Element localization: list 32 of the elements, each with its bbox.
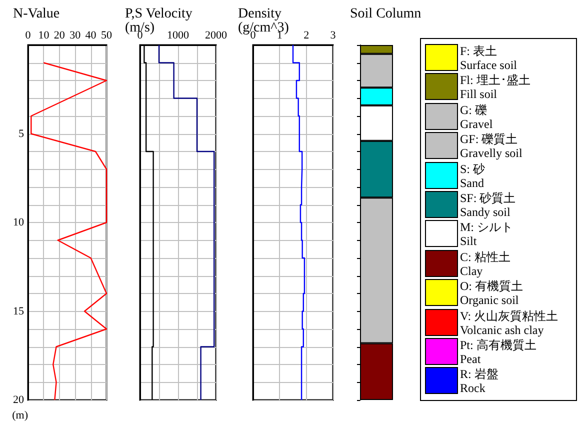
text: O: 有機質土 Organic soil: [459, 279, 523, 308]
x-tick-label: 3: [330, 30, 336, 42]
x-tick-label: 1000: [167, 30, 190, 42]
x-tick-label: 50: [101, 30, 112, 42]
text: SF: 砂質土 Sandy soil: [459, 190, 516, 219]
text: R: 岩盤 Rock: [459, 367, 498, 396]
text: GF: 礫質土 Gravelly soil: [459, 132, 522, 160]
x-tick-label: 2000: [205, 30, 228, 42]
x-tick-label: 40: [85, 30, 97, 42]
text: G: 礫 Gravel: [459, 102, 493, 131]
x-tick-label: 0: [25, 30, 32, 42]
text: C: 粘性土 Clay: [459, 250, 510, 278]
y-tick-label: 15: [13, 305, 24, 318]
text: S: 砂 Sand: [459, 162, 486, 190]
text: M: シルト Silt: [459, 220, 514, 248]
text: F: 表土 Surface soil: [459, 44, 517, 72]
y-tick-label: 10: [13, 216, 24, 228]
text: Pt: 高有機質土 Peat: [459, 338, 536, 366]
text: V: 火山灰質粘性土 Volcanic ash clay: [459, 308, 558, 337]
x-tick-label: 30: [70, 30, 82, 42]
x-tick-label: 2: [304, 30, 310, 42]
y-tick-label: 5: [18, 128, 24, 140]
line-series: [30, 62, 108, 401]
x-tick-label: 10: [38, 30, 50, 42]
chart-title: Soil Column: [350, 6, 422, 22]
chart-title: P,S Velocity: [125, 6, 192, 22]
chart-title: N-Value: [13, 6, 60, 22]
chart-title: Density: [238, 6, 282, 22]
x-tick-label: 20: [54, 30, 66, 42]
text: Fl: 埋土･盛土 Fill soil: [459, 73, 530, 102]
y-axis-title: (m): [12, 410, 28, 422]
y-tick-label: 20: [13, 394, 24, 406]
